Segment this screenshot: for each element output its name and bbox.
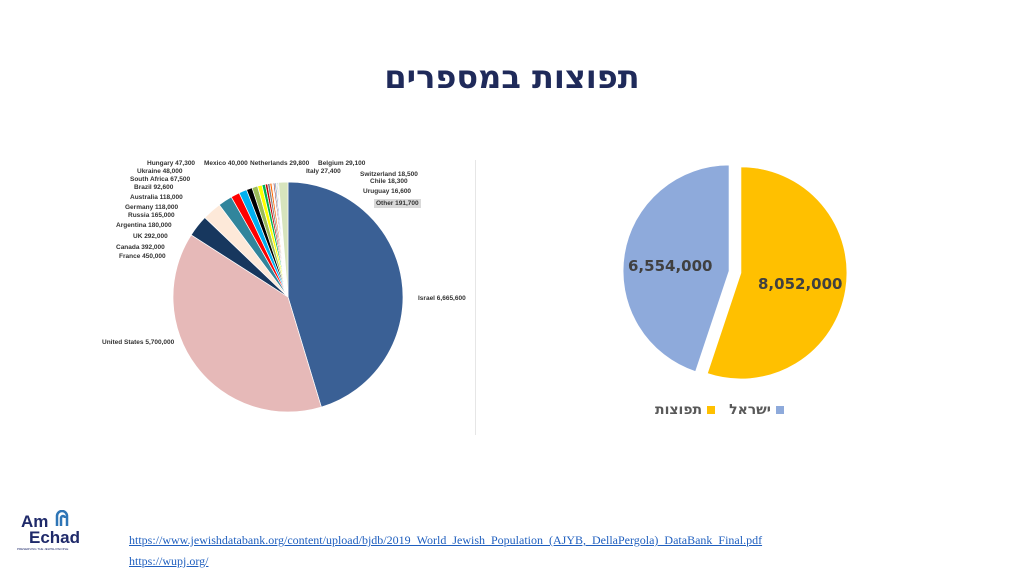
label-italy: Italy 27,400 — [306, 168, 341, 175]
label-argentina: Argentina 180,000 — [116, 222, 172, 229]
label-other: Other 191,700 — [374, 199, 421, 208]
legend-item-diaspora: תפוצות — [655, 402, 716, 418]
label-israel: Israel 6,665,600 — [418, 295, 466, 302]
legend: ישראל תפוצות — [655, 402, 784, 418]
source-link-databank[interactable]: https://www.jewishdatabank.org/content/u… — [129, 533, 763, 547]
label-germany: Germany 118,000 — [125, 204, 179, 211]
legend-item-israel: ישראל — [729, 402, 784, 418]
label-ukraine: Ukraine 48,000 — [137, 168, 183, 175]
legend-swatch-orange — [707, 406, 716, 414]
legend-label-israel: ישראל — [729, 402, 771, 418]
label-belgium: Belgium 29,100 — [318, 160, 366, 167]
label-us: United States 5,700,000 — [102, 339, 175, 346]
pie-slice-תפוצות — [706, 166, 848, 380]
svg-text:Am: Am — [21, 512, 48, 531]
label-diaspora-total: 8,052,000 — [758, 275, 843, 293]
legend-label-diaspora: תפוצות — [655, 402, 703, 418]
svg-text:PRESERVING THE JEWISH PEOPLE: PRESERVING THE JEWISH PEOPLE — [17, 547, 68, 551]
svg-text:Echad: Echad — [29, 528, 80, 547]
label-chile: Chile 18,300 — [370, 178, 408, 185]
divider — [475, 160, 476, 435]
label-south-africa: South Africa 67,500 — [130, 176, 191, 183]
label-australia: Australia 118,000 — [130, 194, 183, 201]
label-hungary: Hungary 47,300 — [147, 160, 196, 167]
label-uk: UK 292,000 — [133, 233, 168, 240]
am-echad-logo: Am Echad PRESERVING THE JEWISH PEOPLE — [17, 510, 80, 551]
label-netherlands: Netherlands 29,800 — [250, 160, 310, 167]
pie-slice-other — [278, 181, 289, 298]
label-switzerland: Switzerland 18,500 — [360, 171, 418, 178]
label-russia: Russia 165,000 — [128, 212, 175, 219]
pie-slice-israel — [287, 181, 404, 408]
label-france: France 450,000 — [119, 253, 166, 260]
pie-slice-ישראל — [622, 164, 730, 373]
label-mexico: Mexico 40,000 — [204, 160, 248, 167]
label-brazil: Brazil 92,600 — [134, 184, 174, 191]
source-link-wupj[interactable]: https://wupj.org/ — [129, 554, 209, 568]
slide-title: תפוצות במספרים — [384, 58, 640, 96]
pie-slice-united-states — [172, 234, 322, 413]
label-canada: Canada 392,000 — [116, 244, 165, 251]
label-uruguay: Uruguay 16,600 — [363, 188, 412, 195]
legend-swatch-blue — [775, 406, 784, 414]
label-israel-total: 6,554,000 — [628, 257, 713, 275]
